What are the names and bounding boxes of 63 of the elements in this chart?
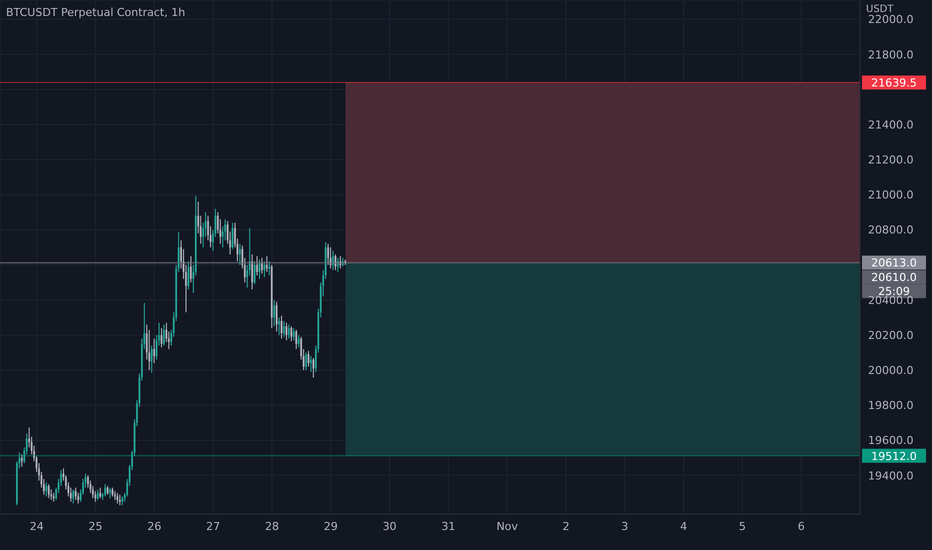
- candlestick: [305, 352, 307, 371]
- y-tick-label: 21800.0: [868, 48, 914, 62]
- y-tick-label: 21200.0: [868, 154, 914, 167]
- x-tick-label: 6: [798, 520, 805, 533]
- y-tick-label: 22000.0: [868, 13, 914, 26]
- candlestick: [190, 256, 192, 283]
- x-tick-label: 3: [621, 520, 628, 533]
- ref-line-label: 21639.5: [871, 76, 917, 90]
- candlestick: [283, 320, 285, 338]
- candlestick: [238, 243, 241, 266]
- x-tick-label: Nov: [496, 520, 518, 533]
- text: BTCUSDT Perpetual Contract, 1h: [6, 6, 186, 19]
- candlestick: [268, 260, 270, 276]
- ref-line-label: 20610.0: [871, 271, 917, 284]
- candlestick: [188, 260, 190, 290]
- y-tick-label: 19800.0: [868, 399, 914, 412]
- y-tick-label: 21000.0: [868, 188, 914, 202]
- candlestick: [263, 260, 266, 278]
- x-tick-label: 30: [382, 520, 397, 533]
- candlestick: [286, 322, 288, 341]
- x-tick-label: 31: [441, 520, 456, 533]
- x-tick-label: 4: [680, 520, 688, 533]
- y-tick-label: 19400.0: [868, 469, 914, 482]
- candlestick: [163, 324, 165, 346]
- candlestick: [261, 257, 263, 274]
- y-axis-title: USDT: [866, 4, 894, 15]
- y-tick-label: 20200.0: [868, 328, 914, 342]
- candlestick: [160, 328, 162, 348]
- candlestick: [232, 222, 234, 250]
- x-tick-label: 29: [324, 520, 338, 533]
- x-tick-label: 24: [30, 520, 44, 533]
- candlestick: [280, 315, 282, 340]
- y-tick-label: 20800.0: [868, 224, 914, 237]
- candlestick: [276, 301, 278, 332]
- candlestick: [330, 246, 332, 269]
- candlestick: [278, 317, 280, 336]
- candlestick: [312, 357, 314, 378]
- x-tick-label: 28: [264, 520, 279, 533]
- candlestick: [153, 338, 156, 364]
- candlestick: [310, 356, 312, 372]
- candlestick: [116, 492, 118, 504]
- y-tick-label: 19600.0: [868, 434, 914, 448]
- x-tick-label: 2: [562, 520, 570, 533]
- ref-line-label: 19512.0: [871, 450, 917, 463]
- x-tick-label: 25: [88, 520, 103, 533]
- candlestick: [256, 256, 258, 276]
- candlestick: [288, 324, 290, 340]
- y-tick-label: 21400.0: [868, 118, 914, 132]
- candlestick: [308, 350, 310, 368]
- candlestick: [109, 487, 111, 499]
- y-tick-label: 20000.0: [868, 364, 914, 378]
- x-tick-label: 5: [738, 520, 746, 533]
- candlestick: [251, 254, 254, 290]
- candlestick: [336, 257, 339, 272]
- candlestick: [104, 484, 106, 497]
- candlestick: [254, 260, 256, 285]
- candlestick: [334, 254, 336, 271]
- ref-line-label: 20613.0: [871, 256, 917, 270]
- candlestick: [258, 259, 260, 280]
- x-tick-label: 26: [147, 520, 162, 533]
- x-tick-label: 27: [206, 520, 220, 533]
- candlestick: [332, 250, 334, 271]
- candlestick: [327, 243, 329, 266]
